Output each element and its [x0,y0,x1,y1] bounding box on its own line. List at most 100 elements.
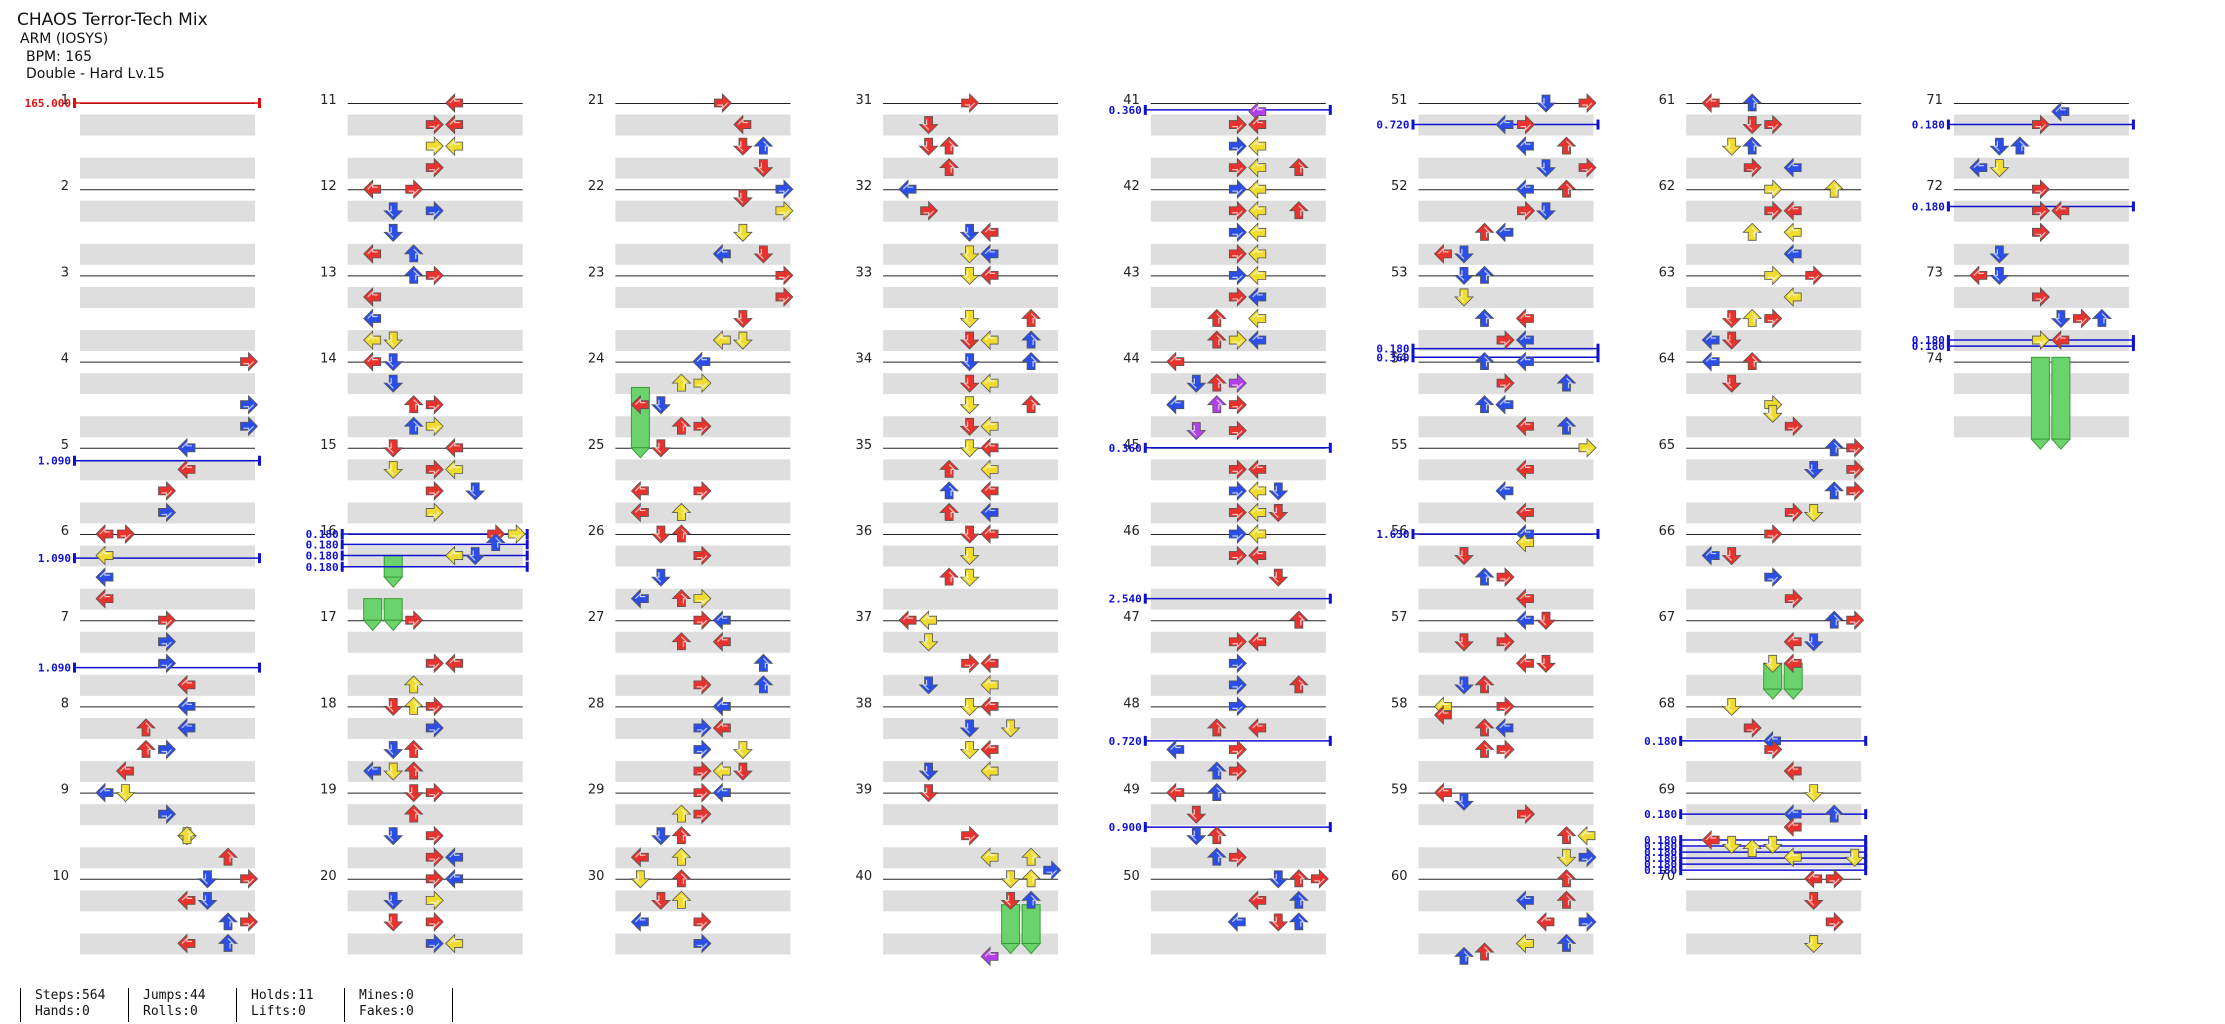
arrow-body [732,310,753,329]
arrow-right-icon [158,502,177,523]
stop-line-cap-left [1143,735,1147,746]
arrow-body [980,674,999,695]
arrow-highlight [1767,274,1779,282]
arrow-highlight [1705,96,1717,104]
arrow-highlight [1271,916,1279,928]
arrow-left-icon [712,696,731,717]
arrow-highlight [1232,296,1243,304]
arrow-body [732,137,753,156]
beat-band [347,631,523,653]
arrow-left-icon [980,222,999,243]
arrow-right-icon [1846,610,1865,631]
arrow-right-icon [1578,437,1597,458]
arrow-body [1515,136,1534,157]
arrow-body [980,946,999,967]
arrow-highlight [1582,921,1593,929]
arrow-highlight [386,701,394,712]
beat-band [80,933,255,955]
arrow-body [1536,159,1556,178]
arrow-body [1248,330,1267,351]
arrow-highlight [2035,124,2046,131]
arrow-left-icon [1701,830,1720,850]
arrow-highlight [902,613,914,621]
arrow-body [980,847,999,868]
arrow-up-icon [939,136,960,155]
arrow-up-icon [1556,826,1577,845]
arrow-body [959,568,980,587]
arrow-body [1824,438,1845,457]
arrow-down-icon [1989,245,2010,264]
measure-number: 66 [1659,524,1676,539]
arrow-body [383,698,404,716]
arrow-highlight [429,792,440,800]
arrow-body [671,847,692,866]
arrow-down-icon [383,223,404,242]
beat-band [347,674,523,696]
arrow-highlight [1232,490,1243,498]
arrow-left-icon [1433,705,1452,725]
beat-band [615,157,791,179]
arrow-body [980,416,999,437]
arrow-down-icon [918,676,939,695]
arrow-body [383,741,404,760]
arrow-body [2032,330,2050,351]
arrow-body [1989,266,2010,285]
arrow-highlight [495,537,503,548]
arrow-left-icon [1969,157,1988,178]
arrow-body [1515,610,1534,631]
arrow-right-icon [1496,696,1515,717]
arrow-right-icon [1228,545,1247,566]
arrow-body [1454,245,1474,264]
arrow-highlight [1725,839,1733,850]
arrow-body [1742,116,1763,135]
arrow-body [425,502,444,523]
arrow-body [136,739,156,758]
beat-band [347,804,523,826]
arrow-left-icon [733,114,752,135]
arrow-highlight [1252,290,1263,298]
measure-number: 23 [588,265,605,280]
arrow-right-icon [425,911,444,932]
hold-tail [630,447,651,459]
beat-band [883,114,1059,136]
arrow-highlight [762,679,770,690]
arrow-down-icon [959,719,980,738]
arrow-left-icon [177,717,196,738]
arrow-highlight [120,533,131,541]
arrow-body [1228,696,1247,717]
arrow-up-icon [671,847,692,866]
arrow-up-icon [1021,869,1042,888]
arrow-right-icon [1228,265,1247,286]
arrow-right-icon [2032,114,2050,135]
stats-group-jumps: Jumps:44 Rolls:0 [128,988,236,1022]
arrow-up-icon [671,373,692,392]
arrow-highlight [413,269,421,281]
arrow-highlight [429,124,440,131]
measure-number: 1 [61,93,69,108]
arrow-body [712,330,731,351]
arrow-body [158,653,177,674]
arrow-down-icon [1268,913,1289,932]
arrow-left-icon [363,351,382,372]
arrow-highlight [413,399,421,410]
arrow-body [1228,761,1247,782]
arrow-highlight [1751,356,1759,367]
beat-band [1418,200,1594,222]
arrow-body [445,545,464,566]
arrow-highlight [1833,485,1841,496]
beat-band [1150,804,1326,826]
arrow-highlight [386,830,394,842]
bpm-label: 165.000 [25,97,71,110]
arrow-left-icon [1227,911,1246,932]
stop-line-cap-left [1679,865,1683,876]
arrow-down-icon [197,870,218,889]
arrow-down-icon [630,870,651,889]
arrow-body [650,568,671,587]
arrow-body [1268,913,1289,932]
arrow-highlight [716,635,728,643]
arrow-highlight [1030,313,1038,324]
arrow-highlight [1747,167,1758,175]
beat-band [80,588,255,610]
arrow-highlight [716,333,728,341]
arrow-left-icon [692,351,711,372]
